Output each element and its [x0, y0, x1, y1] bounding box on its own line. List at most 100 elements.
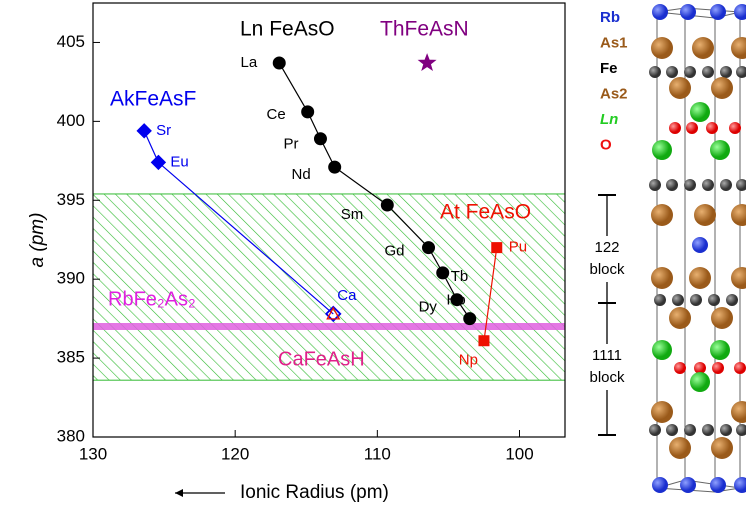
point-label: Dy	[419, 299, 438, 316]
plot: RbFe₂As₂ CaFeAsH 130 120 110 100 380 385 390 395 4…	[27, 3, 565, 503]
atom	[651, 401, 673, 423]
data-point	[492, 243, 502, 253]
annotation: CaFeAsH	[278, 348, 365, 370]
structure-legend-label: As1	[600, 34, 628, 51]
x-axis-arrowhead	[175, 489, 183, 497]
reference-label: RbFe₂As₂	[108, 288, 196, 310]
atom	[736, 424, 746, 436]
series-name: AkFeAsF	[110, 88, 196, 111]
data-point	[423, 242, 435, 254]
atom	[736, 66, 746, 78]
atom	[702, 424, 714, 436]
point-label: Sr	[156, 122, 171, 139]
atom	[651, 204, 673, 226]
data-point	[419, 55, 435, 70]
atom	[711, 437, 733, 459]
atom	[652, 140, 672, 160]
atom	[708, 294, 720, 306]
atom	[684, 424, 696, 436]
y-tick-label: 400	[57, 111, 85, 130]
atom	[651, 267, 673, 289]
point-label: Pu	[509, 239, 527, 256]
series-name: At FeAsO	[440, 201, 531, 224]
atom	[690, 294, 702, 306]
structure-legend-label: O	[600, 136, 612, 153]
structure-legend-label: Fe	[600, 60, 618, 77]
atom	[684, 179, 696, 191]
structure-legend-label: Rb	[600, 9, 620, 26]
data-point	[314, 133, 326, 145]
data-point	[479, 336, 489, 346]
atom	[702, 66, 714, 78]
atom	[690, 102, 710, 122]
atom	[686, 122, 698, 134]
atom	[692, 237, 708, 253]
atom	[711, 307, 733, 329]
atom	[672, 294, 684, 306]
atom	[720, 424, 732, 436]
atom	[649, 179, 661, 191]
atom	[734, 4, 746, 20]
series-name: Ln FeAsO	[240, 18, 335, 41]
y-tick-label: 385	[57, 348, 85, 367]
atom	[729, 122, 741, 134]
point-label: Tb	[451, 268, 469, 285]
x-tick-label: 130	[79, 444, 107, 463]
atom	[649, 66, 661, 78]
point-label: Gd	[385, 243, 405, 260]
structure-legend-label: Ln	[600, 111, 618, 128]
block-label: 122	[594, 239, 619, 256]
block-label: block	[589, 261, 625, 278]
atom	[680, 477, 696, 493]
atom	[666, 424, 678, 436]
data-point	[381, 199, 393, 211]
x-tick-label: 110	[364, 444, 391, 463]
data-point	[273, 57, 285, 69]
atom	[692, 37, 714, 59]
atom	[711, 77, 733, 99]
atom	[731, 37, 746, 59]
point-label: Eu	[170, 153, 188, 170]
y-tick-label: 395	[57, 190, 85, 209]
atom	[726, 294, 738, 306]
point-label: Np	[459, 352, 478, 369]
point-label: Pr	[283, 136, 298, 153]
atom	[652, 477, 668, 493]
atom	[712, 362, 724, 374]
atom	[652, 4, 668, 20]
series-name: ThFeAsN	[380, 18, 469, 41]
structure-legend-label: As2	[600, 85, 628, 102]
atom	[706, 122, 718, 134]
atom	[734, 362, 746, 374]
point-label: La	[241, 54, 258, 71]
atom	[651, 37, 673, 59]
y-tick-label: 380	[57, 426, 85, 445]
point-label: Ce	[266, 106, 285, 123]
atom	[694, 204, 716, 226]
atom	[666, 179, 678, 191]
atom	[702, 179, 714, 191]
block-label: block	[589, 369, 625, 386]
atom	[654, 294, 666, 306]
data-point	[329, 161, 341, 173]
x-tick-label: 120	[221, 444, 249, 463]
atom	[731, 204, 746, 226]
point-label: Ho	[447, 292, 466, 309]
atom	[666, 66, 678, 78]
data-point	[437, 267, 449, 279]
atom	[680, 4, 696, 20]
atom	[669, 77, 691, 99]
atom	[669, 122, 681, 134]
y-tick-label: 405	[57, 32, 85, 51]
atom	[652, 340, 672, 360]
atom	[710, 477, 726, 493]
y-tick-label: 390	[57, 269, 85, 288]
atom	[731, 267, 746, 289]
x-axis-label: Ionic Radius (pm)	[240, 482, 389, 503]
atom	[710, 340, 730, 360]
atom	[689, 267, 711, 289]
x-tick-label: 100	[505, 444, 533, 463]
atom	[690, 372, 710, 392]
atom	[669, 307, 691, 329]
